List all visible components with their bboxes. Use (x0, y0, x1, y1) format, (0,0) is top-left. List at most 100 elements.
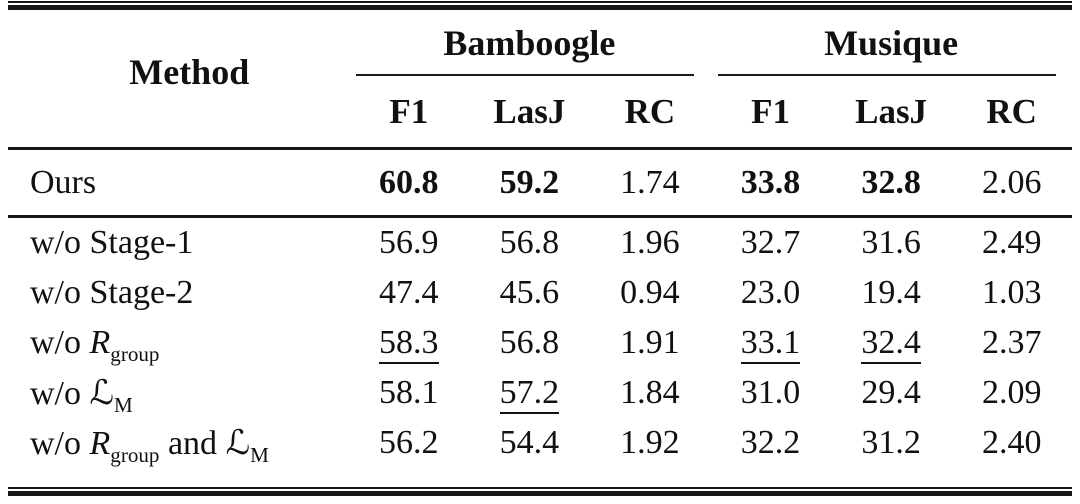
value-cell: 0.94 (590, 268, 711, 318)
method-text: w/o (30, 375, 90, 412)
value-cell: 2.09 (951, 368, 1072, 418)
value-cell: 1.84 (590, 368, 711, 418)
table-row: w/o Rgroup 58.3 56.8 1.91 33.1 32.4 2.37 (8, 318, 1072, 368)
table-header: Method Bamboogle Musique F1 LasJ RC F1 L… (8, 10, 1072, 150)
metric-value: 54.4 (499, 424, 560, 461)
math-subscript: group (110, 341, 160, 366)
value-cell: 2.49 (951, 217, 1072, 269)
value-cell: 32.8 (830, 148, 952, 218)
main-result-section: Ours 60.8 59.2 1.74 33.8 32.8 2.06 (8, 148, 1072, 218)
col-header-rc: RC (589, 76, 711, 150)
value-cell: 1.91 (590, 318, 711, 368)
value-cell: 56.8 (469, 318, 590, 368)
method-text: w/o (30, 324, 90, 361)
value-cell: 1.92 (590, 418, 711, 468)
col-header-f1: F1 (710, 76, 831, 150)
metric-value: 1.84 (620, 374, 680, 411)
method-text: Ours (30, 163, 97, 201)
metric-value: 1.92 (620, 424, 680, 461)
metric-value: 56.8 (499, 224, 560, 261)
math-subscript: M (114, 392, 133, 417)
value-cell: 59.2 (469, 148, 590, 218)
value-cell: 2.37 (951, 318, 1072, 368)
value-cell: 31.2 (831, 418, 952, 468)
value-cell: 56.9 (348, 217, 469, 269)
math-italic-var: R (89, 324, 111, 361)
method-text: w/o Stage-1 (30, 224, 194, 261)
method-cell: w/o Stage-2 (8, 268, 348, 318)
value-cell: 1.74 (589, 148, 711, 218)
method-column-header: Method (8, 10, 349, 150)
group-header-musique: Musique (710, 10, 1072, 76)
metric-value: 60.8 (379, 163, 439, 201)
metric-value: 32.4 (861, 324, 921, 364)
value-cell: 31.6 (831, 217, 952, 269)
math-cal-symbol: ℒ (225, 423, 251, 463)
metric-value: 2.06 (981, 163, 1042, 201)
metric-value: 56.8 (499, 324, 560, 361)
metric-value: 19.4 (861, 274, 921, 311)
method-text: w/o Stage-2 (30, 274, 194, 311)
metric-value: 56.9 (379, 224, 439, 261)
value-cell: 29.4 (831, 368, 952, 418)
value-cell: 54.4 (469, 418, 590, 468)
metric-value: 1.96 (620, 224, 680, 261)
metric-value: 0.94 (620, 274, 680, 311)
metric-value: 32.7 (740, 224, 801, 261)
group-header-row: Method Bamboogle Musique (8, 10, 1072, 150)
bamboogle-cmidrule (356, 74, 695, 76)
metric-value: 47.4 (379, 274, 439, 311)
value-cell: 32.7 (710, 217, 831, 269)
metric-value: 59.2 (499, 163, 560, 201)
method-cell: w/o Rgroup and ℒM (8, 418, 348, 468)
metric-value: 57.2 (499, 374, 560, 414)
musique-cmidrule (718, 74, 1056, 76)
metric-value: 29.4 (861, 374, 921, 411)
col-header-f1: F1 (348, 76, 470, 150)
method-cell: Ours (8, 148, 349, 218)
value-cell: 33.8 (710, 148, 831, 218)
table-row: w/o ℒM 58.1 57.2 1.84 31.0 29.4 2.09 (8, 368, 1072, 418)
method-cell: w/o ℒM (8, 368, 348, 418)
value-cell: 57.2 (469, 368, 590, 418)
table-bottom-rule (8, 487, 1072, 496)
col-header-lasj: LasJ (830, 76, 952, 150)
metric-value: 31.2 (861, 424, 921, 461)
table-row: w/o Stage-1 56.9 56.8 1.96 32.7 31.6 2.49 (8, 217, 1072, 269)
group-label: Musique (824, 23, 959, 63)
method-text: and (159, 425, 226, 462)
method-column-label: Method (129, 51, 250, 92)
value-cell: 58.1 (348, 368, 469, 418)
metric-value: 32.2 (740, 424, 801, 461)
table-row: Ours 60.8 59.2 1.74 33.8 32.8 2.06 (8, 148, 1072, 218)
group-header-bamboogle: Bamboogle (348, 10, 710, 76)
metric-value: 2.09 (981, 374, 1042, 411)
metric-header-row: F1 LasJ RC F1 LasJ RC (8, 76, 1072, 150)
metric-value: 33.1 (740, 324, 801, 364)
metric-value: 23.0 (740, 274, 801, 311)
table-top-rule (8, 1, 1072, 10)
value-cell: 32.4 (831, 318, 952, 368)
value-cell: 1.03 (951, 268, 1072, 318)
metric-value: 1.03 (981, 274, 1042, 311)
value-cell: 33.1 (710, 318, 831, 368)
value-cell: 47.4 (348, 268, 469, 318)
metric-value: 32.8 (861, 163, 921, 201)
metric-value: 56.2 (379, 424, 439, 461)
ablation-section: w/o Stage-1 56.9 56.8 1.96 32.7 31.6 2.49 w/o S… (8, 217, 1072, 469)
value-cell: 23.0 (710, 268, 831, 318)
method-cell: w/o Rgroup (8, 318, 348, 368)
value-cell: 2.40 (951, 418, 1072, 468)
metric-value: 1.91 (620, 324, 680, 361)
metric-value: 1.74 (620, 163, 680, 201)
metric-value: 2.40 (981, 424, 1042, 461)
metric-value: 58.3 (379, 324, 439, 364)
math-subscript: M (250, 442, 269, 467)
math-italic-var: R (89, 425, 111, 462)
math-cal-symbol: ℒ (89, 373, 115, 413)
value-cell: 2.06 (951, 148, 1072, 218)
table-row: w/o Stage-2 47.4 45.6 0.94 23.0 19.4 1.03 (8, 268, 1072, 318)
method-text: w/o (30, 425, 90, 462)
value-cell: 56.2 (348, 418, 469, 468)
col-header-rc: RC (951, 76, 1072, 150)
